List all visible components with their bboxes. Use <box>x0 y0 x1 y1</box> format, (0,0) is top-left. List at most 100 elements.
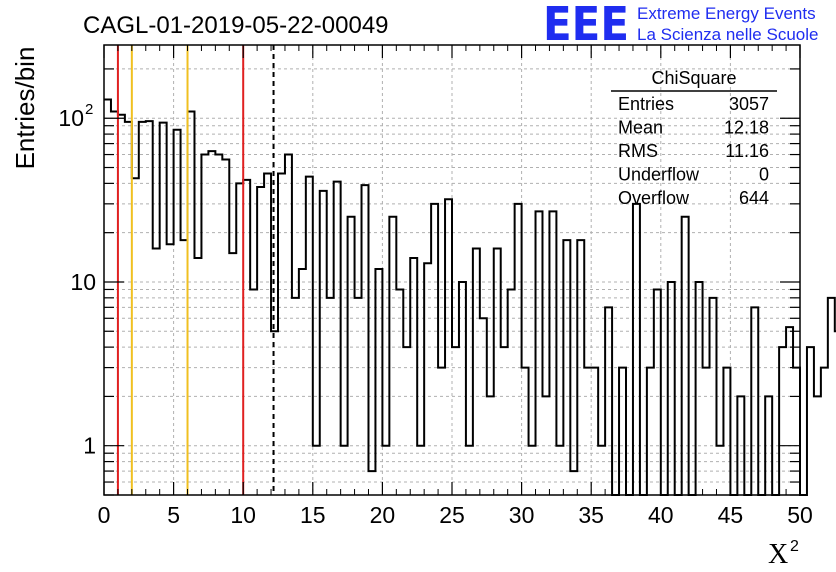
histogram-bin <box>382 446 389 495</box>
stats-box-title: ChiSquare <box>651 68 736 88</box>
histogram-bin <box>696 282 703 495</box>
x-tick-label: 30 <box>509 502 535 528</box>
histogram-bin <box>111 111 118 495</box>
histogram-bin <box>403 347 410 495</box>
chart-title: CAGL-01-2019-05-22-00049 <box>83 12 389 39</box>
histogram-bin <box>396 289 403 495</box>
histogram-bin <box>563 240 570 495</box>
histogram-bin <box>194 258 201 495</box>
histogram-bin <box>682 217 689 495</box>
eee-logo-mark: EEE <box>543 0 629 51</box>
histogram-bin <box>243 180 250 495</box>
histogram-bin <box>299 269 306 495</box>
eee-logo-line2: La Scienza nelle Scuole <box>637 25 818 44</box>
histogram-bin <box>807 347 814 495</box>
histogram-bin <box>508 289 515 495</box>
histogram-bin <box>542 396 549 495</box>
histogram-bin <box>570 471 577 495</box>
histogram-bin <box>208 151 215 495</box>
x-tick-label: 15 <box>300 502 326 528</box>
x-tick-label: 5 <box>167 502 180 528</box>
histogram-bin <box>473 249 480 495</box>
histogram-bin <box>188 111 195 495</box>
x-axis-label-base: X <box>768 539 788 570</box>
histogram-bin <box>327 298 334 495</box>
histogram-bin <box>174 130 181 495</box>
histogram-bin <box>598 446 605 495</box>
histogram-bin <box>647 368 654 495</box>
y-tick-label-superscript: 2 <box>85 101 93 118</box>
histogram-bin <box>348 217 355 495</box>
x-axis-label: X 2 <box>768 538 799 570</box>
x-tick-label: 35 <box>578 502 604 528</box>
eee-logo: EEE Extreme Energy Events La Scienza nel… <box>543 0 818 51</box>
histogram-bin <box>292 298 299 495</box>
histogram-bin <box>306 177 313 495</box>
histogram-bin <box>285 155 292 495</box>
histogram-bin <box>313 446 320 495</box>
histogram-bin <box>222 159 229 495</box>
stats-row-label: RMS <box>618 141 658 161</box>
histogram-bin <box>522 368 529 495</box>
histogram-bin <box>619 368 626 495</box>
histogram-bin <box>779 347 786 495</box>
histogram-bin <box>181 240 188 495</box>
histogram-bin <box>201 155 208 495</box>
histogram-outline <box>104 98 836 496</box>
histogram-bin <box>710 298 717 495</box>
stats-box-rows: Entries 3057 Mean 12.18 RMS 11.16 Underflow 0 Ov… <box>618 94 769 208</box>
histogram-bin <box>480 318 487 495</box>
x-tick-label: 0 <box>98 502 111 528</box>
histogram-bin <box>487 396 494 495</box>
x-axis-label-superscript: 2 <box>790 538 799 555</box>
histogram-bin <box>389 217 396 495</box>
histogram-bin <box>821 368 828 495</box>
stats-row-value: 3057 <box>729 94 769 114</box>
eee-logo-line1: Extreme Energy Events <box>637 4 816 23</box>
histogram-bin <box>320 191 327 495</box>
histogram-bin <box>215 155 222 495</box>
histogram-bin <box>438 368 445 495</box>
histogram-bin <box>501 347 508 495</box>
stats-row-label: Overflow <box>618 188 690 208</box>
histogram-bin <box>362 185 369 495</box>
histogram-bin <box>139 122 146 495</box>
histogram-bin <box>584 368 591 495</box>
histogram-bin <box>793 368 800 495</box>
histogram-bin <box>633 204 640 495</box>
histogram-bin <box>424 263 431 495</box>
histogram-bin <box>278 173 285 495</box>
histogram-bin <box>786 327 793 495</box>
x-tick-label: 45 <box>718 502 744 528</box>
stats-row-value: 11.16 <box>725 141 769 161</box>
histogram-bin <box>751 307 758 495</box>
histogram-bin <box>264 173 271 495</box>
histogram-bin <box>132 178 139 495</box>
y-tick-label: 10 <box>70 269 96 295</box>
histogram-bin <box>515 204 522 495</box>
y-tick-label: 10 <box>58 105 84 131</box>
histogram-series <box>104 98 836 496</box>
histogram-bin <box>368 471 375 495</box>
histogram-bin <box>828 298 835 495</box>
histogram-bin <box>703 368 710 495</box>
threshold-lines <box>116 45 275 495</box>
stats-row-label: Underflow <box>618 165 700 185</box>
histogram-bin <box>257 187 264 495</box>
y-tick-label: 1 <box>83 433 96 459</box>
histogram-bin <box>118 115 125 495</box>
histogram-bin <box>466 446 473 495</box>
histogram-bin <box>605 307 612 495</box>
stats-row-value: 0 <box>759 165 769 185</box>
stats-row-label: Entries <box>618 94 674 114</box>
histogram-bin <box>229 253 236 495</box>
stats-row-label: Mean <box>618 118 663 138</box>
x-tick-label: 10 <box>230 502 256 528</box>
x-tick-label: 40 <box>648 502 674 528</box>
x-tick-label: 25 <box>439 502 465 528</box>
y-axis-label: Entries/bin <box>10 47 40 170</box>
histogram-bin <box>529 446 536 495</box>
histogram-bin <box>716 446 723 495</box>
